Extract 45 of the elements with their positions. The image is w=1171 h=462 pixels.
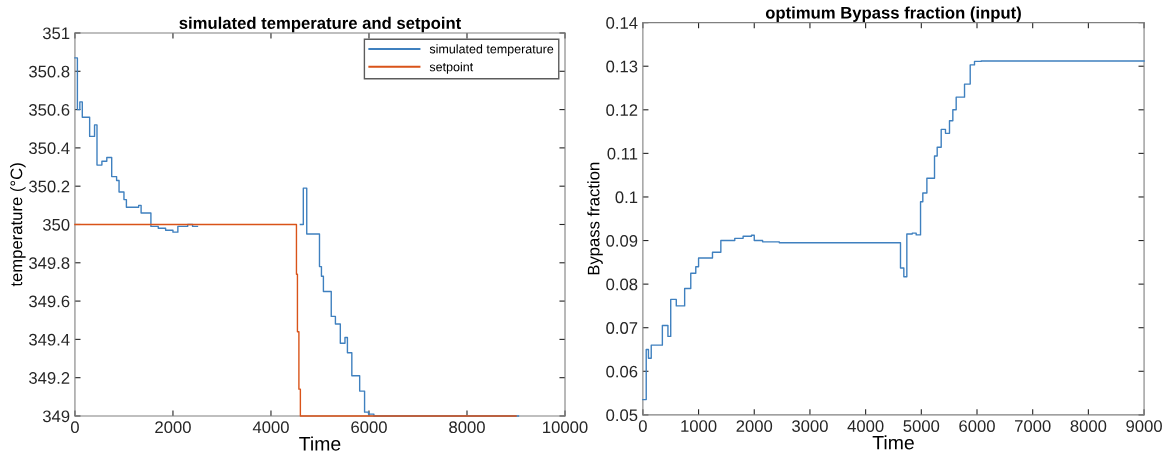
y-tick-label: 0.1 — [615, 191, 638, 204]
x-tick-label: 10000 — [543, 421, 588, 434]
x-tick-label: 6000 — [351, 421, 387, 434]
x-tick-label: 2000 — [155, 421, 191, 434]
y-tick-label: 350.8 — [29, 65, 70, 78]
y-tick-label: 349 — [42, 410, 70, 423]
x-tick-label: 7000 — [1015, 420, 1051, 432]
x-tick-label: 5000 — [903, 420, 940, 432]
y-tick-label: 350 — [42, 218, 70, 231]
y-tick-label: 349.2 — [29, 372, 70, 384]
y-tick-label: 0.05 — [606, 409, 638, 422]
x-tick-label: 6000 — [959, 420, 995, 432]
y-tick-label: 350.6 — [29, 103, 70, 116]
y-tick-label: 0.13 — [606, 60, 638, 73]
x-tick-label: 0 — [70, 421, 79, 434]
y-tick-label: 349.6 — [29, 295, 70, 308]
y-tick-label: 0.12 — [606, 104, 638, 117]
y-tick-label: 349.8 — [29, 257, 70, 269]
y-tick-label: 0.11 — [607, 147, 638, 160]
y-tick-label: 350.2 — [29, 180, 70, 193]
x-tick-label: 3000 — [792, 420, 828, 432]
y-tick-label: 349.4 — [29, 333, 70, 346]
y-axis-title: temperature (°C) — [10, 163, 26, 287]
y-tick-label: 0.14 — [606, 17, 638, 29]
chart-title: optimum Bypass fraction (input) — [765, 6, 1021, 22]
x-tick-label: 4000 — [252, 421, 289, 434]
y-tick-label: 0.07 — [606, 322, 638, 334]
y-tick-label: 0.09 — [606, 234, 638, 247]
y-tick-label: 351 — [42, 27, 70, 40]
x-tick-label: 8000 — [1070, 420, 1107, 432]
y-tick-label: 0.08 — [606, 278, 638, 291]
y-axis-title: Bypass fraction — [587, 162, 603, 275]
x-tick-label: 4000 — [847, 420, 884, 432]
legend-label: setpoint — [429, 62, 474, 74]
x-tick-label: 0 — [638, 420, 647, 432]
x-tick-label: 9000 — [1126, 420, 1162, 432]
x-axis-title: Time — [299, 436, 341, 451]
x-tick-label: 1000 — [681, 420, 717, 432]
y-tick-label: 350.4 — [29, 142, 70, 155]
legend-label: simulated temperature — [429, 44, 554, 56]
x-tick-label: 2000 — [736, 420, 773, 432]
x-axis-title: Time — [872, 435, 914, 450]
chart-title: simulated temperature and setpoint — [179, 16, 462, 33]
x-tick-label: 8000 — [449, 421, 485, 434]
y-tick-label: 0.06 — [606, 365, 638, 378]
